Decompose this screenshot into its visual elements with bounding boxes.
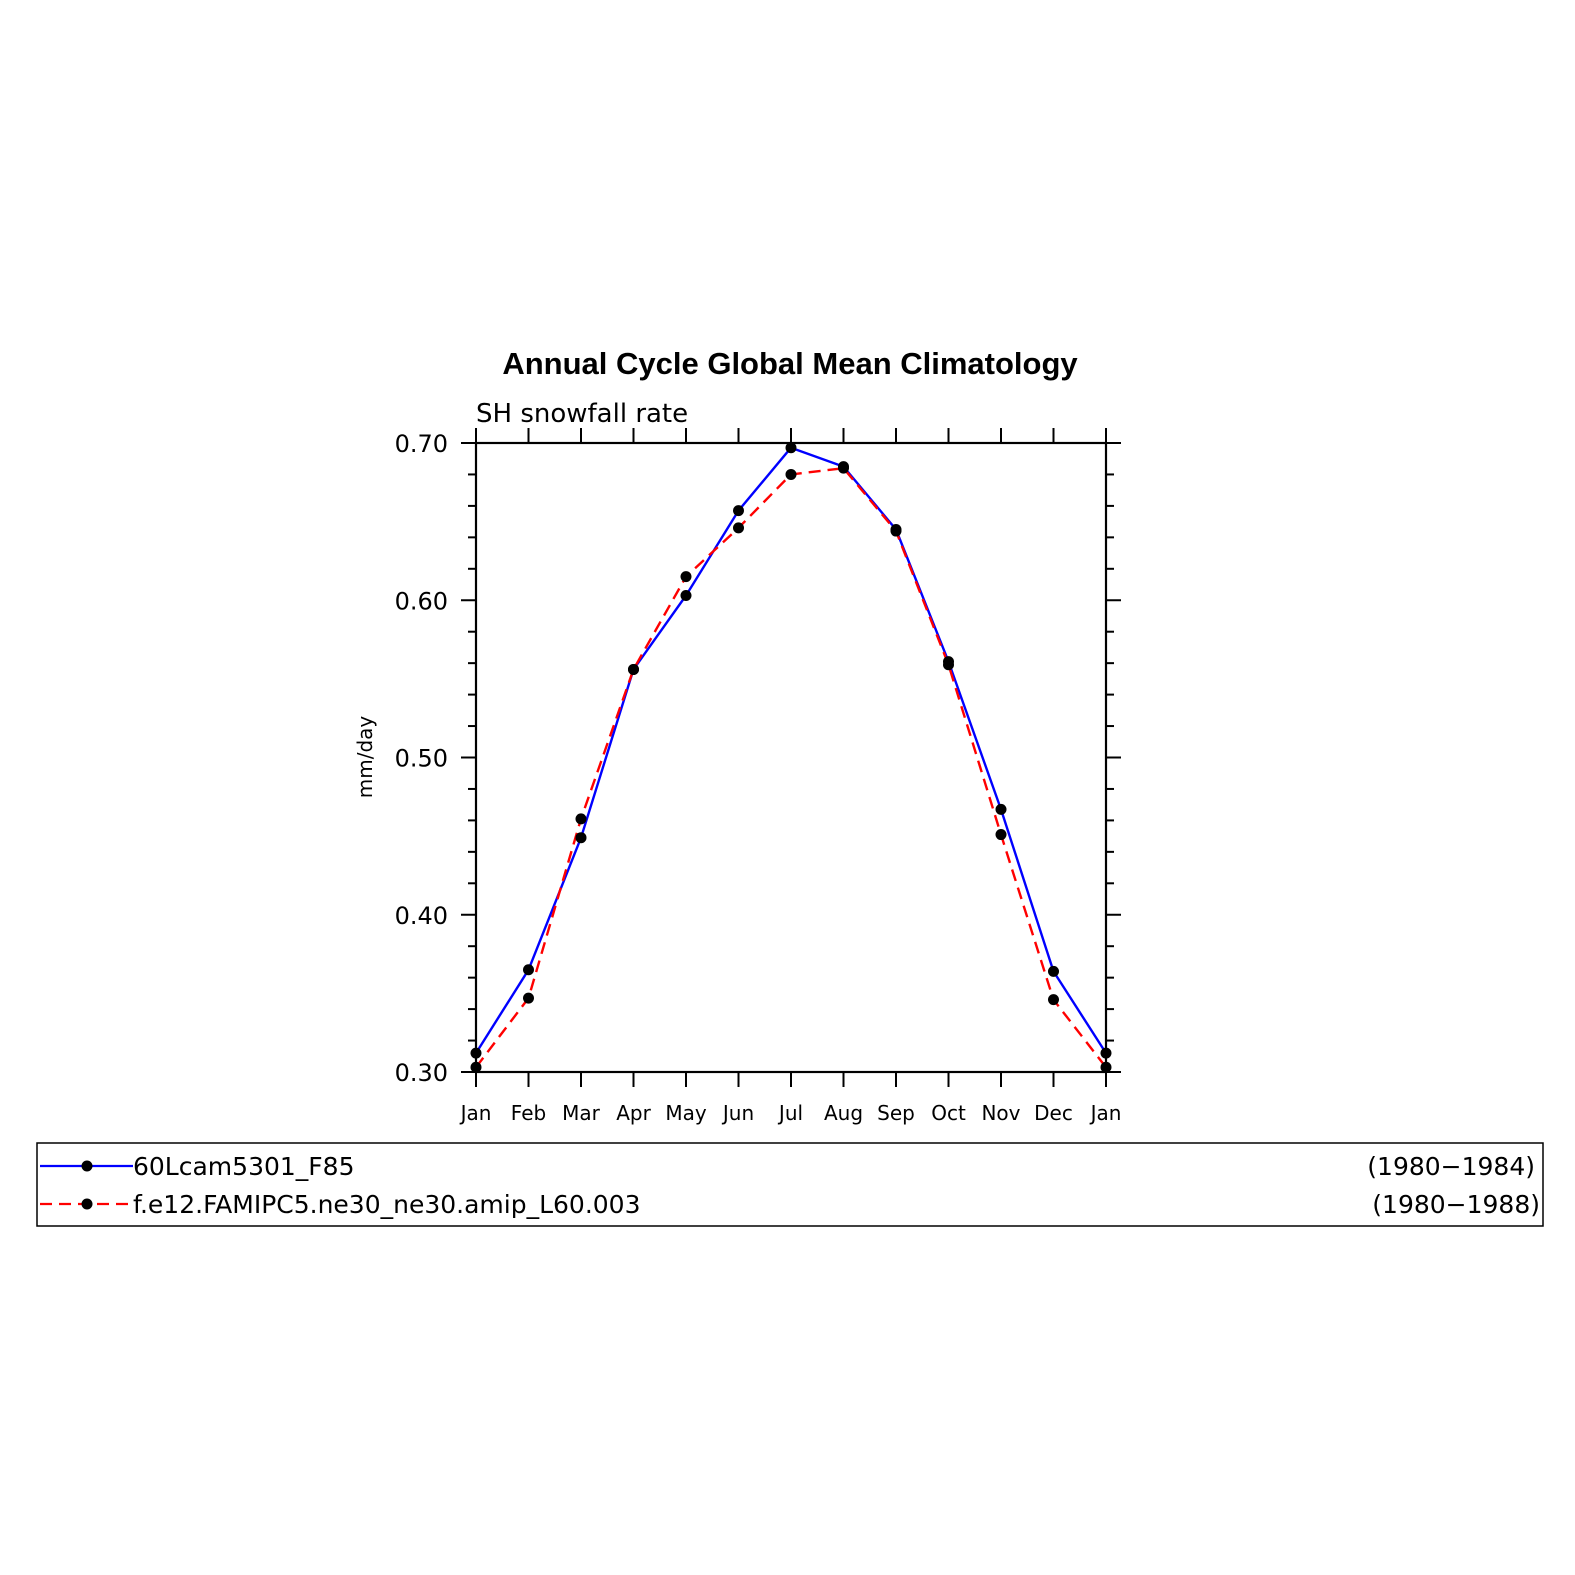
x-tick-label: Dec bbox=[1034, 1101, 1073, 1125]
markers-layer bbox=[470, 442, 1112, 1073]
legend: 60Lcam5301_F85 (1980−1984) f.e12.FAMIPC5… bbox=[36, 1142, 1544, 1227]
series-line-2 bbox=[475, 467, 1107, 1069]
legend-period-series-2: (1980−1988) bbox=[1372, 1190, 1540, 1219]
legend-box bbox=[36, 1142, 1544, 1227]
series-layer bbox=[474, 446, 1108, 1069]
x-tick-label: Sep bbox=[877, 1101, 915, 1125]
data-point-series-1 bbox=[470, 1047, 482, 1059]
data-point-series-2 bbox=[470, 1061, 482, 1073]
y-tick-label: 0.50 bbox=[395, 745, 448, 773]
x-tick-label: May bbox=[665, 1101, 707, 1125]
legend-label-series-2: f.e12.FAMIPC5.ne30_ne30.amip_L60.003 bbox=[133, 1190, 641, 1219]
y-tick-label: 0.40 bbox=[395, 902, 448, 930]
data-point-series-1 bbox=[523, 964, 534, 976]
data-point-series-2 bbox=[523, 992, 534, 1004]
data-point-series-1 bbox=[785, 442, 797, 454]
legend-marker-series-2 bbox=[81, 1198, 93, 1210]
data-point-series-2 bbox=[628, 663, 639, 675]
y-tick-label: 0.70 bbox=[395, 430, 448, 458]
y-axis-label: mm/day bbox=[353, 716, 377, 799]
x-tick-label: Jan bbox=[1089, 1101, 1122, 1125]
legend-period-series-1: (1980−1984) bbox=[1367, 1152, 1535, 1181]
data-point-series-2 bbox=[1100, 1061, 1112, 1073]
x-tick-label: Jul bbox=[777, 1101, 803, 1125]
data-point-series-1 bbox=[680, 590, 692, 602]
y-tick-label: 0.30 bbox=[395, 1059, 448, 1087]
data-point-series-1 bbox=[1048, 965, 1059, 977]
x-tick-label: Jun bbox=[721, 1101, 754, 1125]
chart-subtitle: SH snowfall rate bbox=[476, 399, 688, 429]
y-tick-label: 0.60 bbox=[395, 587, 448, 615]
data-point-series-2 bbox=[575, 813, 587, 825]
x-tick-label: Oct bbox=[931, 1101, 966, 1125]
data-point-series-2 bbox=[733, 522, 744, 534]
x-tick-label: Nov bbox=[981, 1101, 1020, 1125]
data-point-series-2 bbox=[785, 468, 797, 480]
axes: 0.30 0.40 0.50 0.60 0.70 Jan Feb Mar Apr May Jun Ju… bbox=[395, 428, 1122, 1125]
data-point-series-2 bbox=[995, 829, 1007, 841]
data-point-series-1 bbox=[995, 803, 1007, 815]
x-tick-label: Feb bbox=[511, 1101, 546, 1125]
chart-title: Annual Cycle Global Mean Climatology bbox=[502, 346, 1078, 381]
plot-frame bbox=[474, 441, 1108, 1074]
data-point-series-2 bbox=[838, 462, 849, 474]
data-point-series-2 bbox=[943, 659, 954, 671]
data-point-series-1 bbox=[575, 832, 587, 844]
legend-label-series-1: 60Lcam5301_F85 bbox=[133, 1152, 354, 1181]
x-tick-label: Aug bbox=[824, 1101, 863, 1125]
data-point-series-1 bbox=[1100, 1047, 1112, 1059]
x-tick-label: Mar bbox=[562, 1101, 601, 1125]
legend-marker-series-1 bbox=[81, 1160, 93, 1172]
data-point-series-1 bbox=[733, 505, 744, 517]
data-point-series-2 bbox=[680, 571, 692, 583]
x-tick-label: Apr bbox=[616, 1101, 651, 1125]
data-point-series-2 bbox=[1048, 994, 1059, 1006]
series-line-1 bbox=[474, 446, 1108, 1054]
data-point-series-2 bbox=[890, 525, 902, 537]
x-tick-label: Jan bbox=[459, 1101, 492, 1125]
